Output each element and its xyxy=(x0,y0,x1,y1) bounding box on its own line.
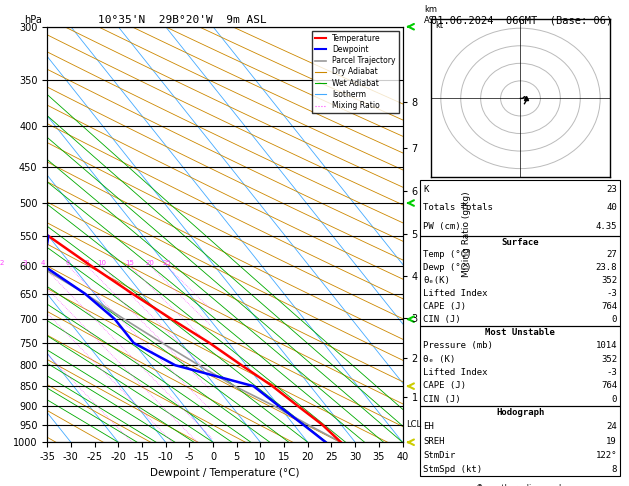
Text: 6: 6 xyxy=(66,260,70,266)
Text: 764: 764 xyxy=(601,302,617,311)
Text: 10: 10 xyxy=(97,260,106,266)
Text: 8: 8 xyxy=(85,260,89,266)
Text: Lifted Index: Lifted Index xyxy=(423,368,488,377)
Text: 23.8: 23.8 xyxy=(596,263,617,272)
Text: 122°: 122° xyxy=(596,451,617,460)
Text: 23: 23 xyxy=(606,185,617,193)
Text: Totals Totals: Totals Totals xyxy=(423,203,493,212)
Text: 20: 20 xyxy=(146,260,155,266)
Text: -3: -3 xyxy=(606,368,617,377)
Text: Lifted Index: Lifted Index xyxy=(423,289,488,298)
X-axis label: Dewpoint / Temperature (°C): Dewpoint / Temperature (°C) xyxy=(150,468,299,478)
Text: Dewp (°C): Dewp (°C) xyxy=(423,263,472,272)
Text: CIN (J): CIN (J) xyxy=(423,315,461,324)
Text: StmSpd (kt): StmSpd (kt) xyxy=(423,465,482,474)
Text: 01.06.2024  06GMT  (Base: 06): 01.06.2024 06GMT (Base: 06) xyxy=(431,16,612,26)
Text: Temp (°C): Temp (°C) xyxy=(423,250,472,260)
Text: CAPE (J): CAPE (J) xyxy=(423,381,466,390)
Text: Hodograph: Hodograph xyxy=(496,408,544,417)
Legend: Temperature, Dewpoint, Parcel Trajectory, Dry Adiabat, Wet Adiabat, Isotherm, Mi: Temperature, Dewpoint, Parcel Trajectory… xyxy=(311,31,399,113)
Text: © weatheronline.co.uk: © weatheronline.co.uk xyxy=(476,484,564,486)
Text: 8: 8 xyxy=(611,465,617,474)
Text: 0: 0 xyxy=(611,315,617,324)
Text: -3: -3 xyxy=(606,289,617,298)
Text: 3: 3 xyxy=(23,260,28,266)
Text: hPa: hPa xyxy=(24,15,42,25)
Text: 19: 19 xyxy=(606,436,617,446)
Text: CAPE (J): CAPE (J) xyxy=(423,302,466,311)
Text: 15: 15 xyxy=(125,260,134,266)
Text: 25: 25 xyxy=(162,260,171,266)
Text: 352: 352 xyxy=(601,354,617,364)
Text: θₑ(K): θₑ(K) xyxy=(423,276,450,285)
Text: 0: 0 xyxy=(611,395,617,404)
Text: PW (cm): PW (cm) xyxy=(423,222,461,231)
Text: CIN (J): CIN (J) xyxy=(423,395,461,404)
Text: Pressure (mb): Pressure (mb) xyxy=(423,341,493,350)
Text: 352: 352 xyxy=(601,276,617,285)
Text: SREH: SREH xyxy=(423,436,445,446)
Text: 2: 2 xyxy=(0,260,4,266)
Text: 764: 764 xyxy=(601,381,617,390)
Text: Surface: Surface xyxy=(501,238,539,246)
Text: θₑ (K): θₑ (K) xyxy=(423,354,455,364)
Text: 40: 40 xyxy=(606,203,617,212)
Text: 4: 4 xyxy=(40,260,45,266)
Text: StmDir: StmDir xyxy=(423,451,455,460)
Text: 10°35'N  29B°20'W  9m ASL: 10°35'N 29B°20'W 9m ASL xyxy=(98,15,267,25)
Text: Mixing Ratio (g/kg): Mixing Ratio (g/kg) xyxy=(462,191,471,278)
Text: EH: EH xyxy=(423,422,434,432)
Text: 24: 24 xyxy=(606,422,617,432)
Text: 27: 27 xyxy=(606,250,617,260)
Text: K: K xyxy=(423,185,429,193)
Text: 1014: 1014 xyxy=(596,341,617,350)
Text: km
ASL: km ASL xyxy=(424,5,440,25)
Text: 4.35: 4.35 xyxy=(596,222,617,231)
Text: kt: kt xyxy=(435,21,443,30)
Text: LCL: LCL xyxy=(406,420,421,429)
Text: Most Unstable: Most Unstable xyxy=(485,328,555,337)
